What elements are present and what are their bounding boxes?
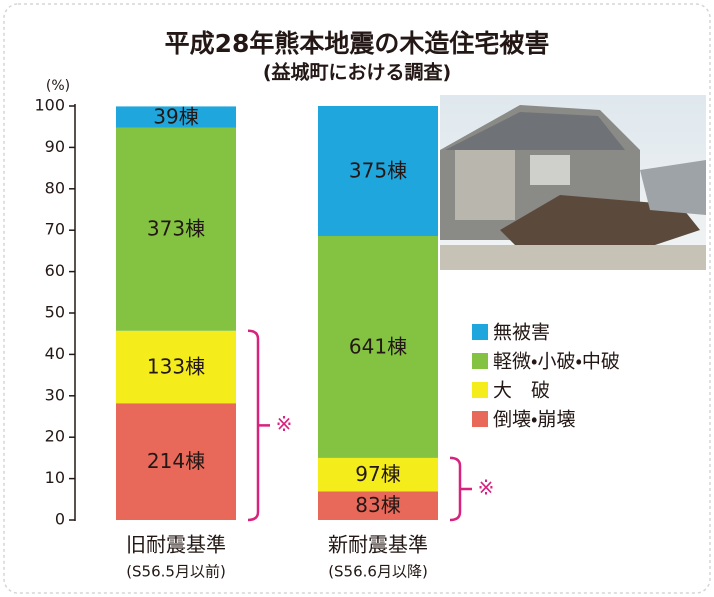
y-tick-label: 0	[55, 510, 65, 529]
chart: 平成28年熊本地震の木造住宅被害 (益城町における調査) (%) 0 10 20 30…	[0, 0, 714, 597]
legend-label: 大 破	[493, 380, 550, 402]
y-tick-label: 70	[45, 220, 65, 239]
bar-label: 97棟	[355, 462, 400, 486]
legend-label: 無被害	[493, 322, 550, 344]
legend-swatch	[472, 411, 488, 427]
x-tick-note: (S56.5月以前)	[126, 563, 226, 581]
legend-swatch	[472, 353, 488, 369]
bracket-note: ※	[276, 412, 293, 436]
bar-label: 133棟	[147, 355, 205, 379]
x-tick-label: 新耐震基準	[328, 533, 428, 557]
y-tick-label: 10	[45, 468, 65, 487]
y-tick-label: 30	[45, 385, 65, 404]
y-axis-label: (%)	[46, 78, 70, 94]
legend-label: 軽微・小破・中破	[493, 351, 620, 373]
photo	[440, 95, 706, 270]
legend-swatch	[472, 324, 488, 340]
x-tick-note: (S56.6月以降)	[328, 563, 428, 581]
bar-label: 375棟	[349, 158, 407, 182]
bracket-note: ※	[478, 475, 495, 499]
chart-subtitle: (益城町における調査)	[263, 61, 451, 84]
chart-title: 平成28年熊本地震の木造住宅被害	[165, 29, 550, 58]
x-tick-label: 旧耐震基準	[126, 533, 226, 557]
y-tick-label: 50	[45, 303, 65, 322]
legend-swatch	[472, 382, 488, 398]
page: {"chart_data": { "type": "stacked-bar", …	[0, 0, 714, 597]
y-tick-label: 80	[45, 178, 65, 197]
y-tick-label: 20	[45, 427, 65, 446]
bar-label: 641棟	[349, 334, 407, 358]
y-tick-label: 40	[45, 344, 65, 363]
legend-label: 倒壊・崩壊	[493, 409, 575, 431]
y-tick-label: 100	[34, 96, 65, 115]
bar-label: 373棟	[147, 217, 205, 241]
bar-label: 39棟	[153, 104, 198, 128]
y-tick-label: 90	[45, 137, 65, 156]
y-tick-label: 60	[45, 261, 65, 280]
bar-label: 214棟	[147, 449, 205, 473]
bar-label: 83棟	[355, 493, 400, 517]
